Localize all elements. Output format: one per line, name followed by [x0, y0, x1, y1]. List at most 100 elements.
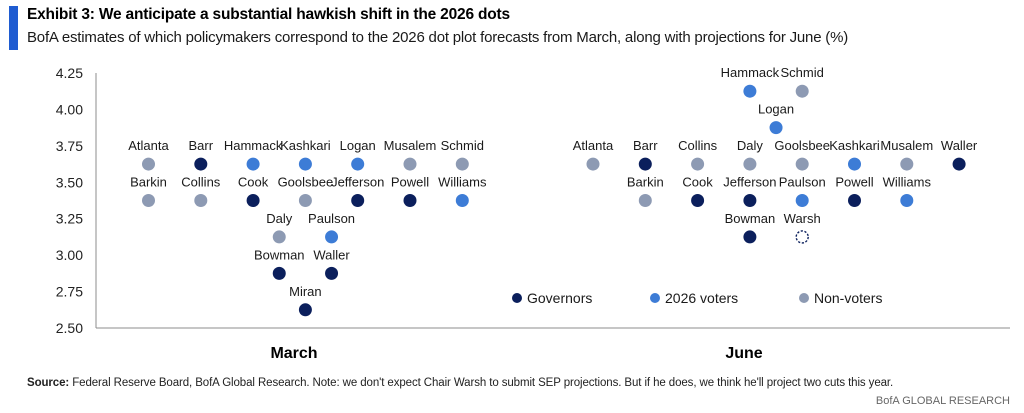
dot-label-march-hammack: Hammack: [224, 138, 283, 153]
y-tick-label: 2.75: [56, 284, 83, 300]
dot-june-atlanta: [586, 157, 600, 171]
dot-label-march-barr: Barr: [189, 138, 214, 153]
legend-marker-voters-2026: [650, 293, 660, 303]
dot-march-logan: [351, 157, 365, 171]
dot-march-daly: [272, 230, 286, 244]
dot-label-march-musalem: Musalem: [384, 138, 437, 153]
dot-march-collins: [194, 194, 208, 207]
dot-march-miran: [298, 303, 312, 317]
dot-label-june-goolsbee: Goolsbee: [774, 138, 830, 153]
legend-marker-non-voters: [799, 293, 809, 303]
dot-june-logan: [769, 121, 783, 135]
dot-june-hammack: [743, 84, 757, 98]
dot-march-hammack: [246, 157, 260, 171]
chart-title: Exhibit 3: We anticipate a substantial h…: [27, 6, 510, 23]
dot-label-march-daly: Daly: [266, 211, 293, 226]
dot-june-waller: [952, 157, 966, 171]
dot-march-paulson: [325, 230, 339, 244]
dot-label-march-collins: Collins: [181, 175, 221, 190]
dot-label-june-barkin: Barkin: [627, 175, 664, 190]
chart-subtitle: BofA estimates of which policymakers cor…: [27, 29, 849, 46]
dot-june-williams: [900, 194, 914, 207]
dot-label-june-collins: Collins: [678, 138, 718, 153]
dot-label-june-powell: Powell: [835, 175, 873, 190]
dot-label-june-musalem: Musalem: [880, 138, 933, 153]
dot-june-schmid: [795, 84, 809, 98]
dot-label-march-logan: Logan: [340, 138, 376, 153]
dot-june-daly: [743, 157, 757, 171]
dot-june-bowman: [743, 230, 757, 244]
dot-label-june-jefferson: Jefferson: [723, 175, 776, 190]
dot-march-bowman: [272, 266, 286, 280]
dot-label-march-cook: Cook: [238, 175, 269, 190]
dot-label-march-powell: Powell: [391, 175, 429, 190]
dot-label-june-kashkari: Kashkari: [829, 138, 880, 153]
dot-june-goolsbee: [795, 157, 809, 171]
dot-label-march-miran: Miran: [289, 284, 322, 299]
dot-label-march-goolsbee: Goolsbee: [278, 175, 334, 190]
footnote: Source: Federal Reserve Board, BofA Glob…: [27, 377, 893, 389]
dot-march-schmid: [455, 157, 469, 171]
dot-june-kashkari: [848, 157, 861, 171]
dot-june-paulson: [795, 194, 809, 207]
dot-march-goolsbee: [298, 194, 312, 207]
dot-march-barr: [194, 157, 208, 171]
y-tick-label: 4.25: [56, 65, 83, 81]
dot-june-cook: [691, 194, 705, 207]
dot-label-march-waller: Waller: [313, 247, 350, 262]
y-tick-label: 2.50: [56, 320, 83, 336]
dot-label-march-schmid: Schmid: [441, 138, 484, 153]
dot-label-june-bowman: Bowman: [725, 211, 776, 226]
dot-label-march-bowman: Bowman: [254, 247, 305, 262]
category-label-march: March: [270, 345, 317, 362]
dot-label-march-kashkari: Kashkari: [280, 138, 331, 153]
dot-june-powell: [848, 194, 861, 207]
dot-label-march-barkin: Barkin: [130, 175, 167, 190]
legend-label-voters-2026: 2026 voters: [665, 290, 738, 306]
dot-june-barkin: [638, 194, 652, 207]
dot-label-march-paulson: Paulson: [308, 211, 355, 226]
y-tick-label: 4.00: [56, 101, 83, 117]
dot-label-june-schmid: Schmid: [781, 65, 824, 80]
dot-june-collins: [691, 157, 705, 171]
legend-label-non-voters: Non-voters: [814, 290, 882, 306]
dot-march-musalem: [403, 157, 417, 171]
dot-march-cook: [246, 194, 260, 207]
legend-label-governors: Governors: [527, 290, 592, 306]
dot-label-march-jefferson: Jefferson: [331, 175, 384, 190]
dot-label-june-hammack: Hammack: [721, 65, 780, 80]
dot-label-june-atlanta: Atlanta: [573, 138, 614, 153]
accent-bar: [9, 6, 18, 50]
dot-june-warsh: [795, 230, 809, 244]
dot-june-barr: [638, 157, 652, 171]
dot-label-june-cook: Cook: [682, 175, 713, 190]
dot-march-williams: [455, 194, 469, 207]
legend-marker-governors: [512, 293, 522, 303]
dot-label-june-daly: Daly: [737, 138, 764, 153]
footnote-text: Federal Reserve Board, BofA Global Resea…: [72, 377, 894, 389]
y-tick-label: 3.75: [56, 138, 83, 154]
dot-label-march-atlanta: Atlanta: [128, 138, 169, 153]
dot-label-june-paulson: Paulson: [779, 175, 826, 190]
dot-march-barkin: [142, 194, 155, 207]
dot-label-june-waller: Waller: [941, 138, 978, 153]
dot-label-june-warsh: Warsh: [784, 211, 821, 226]
category-label-june: June: [725, 345, 762, 362]
y-tick-label: 3.25: [56, 211, 83, 227]
dot-march-powell: [403, 194, 417, 207]
dot-label-june-williams: Williams: [883, 175, 932, 190]
y-tick-label: 3.50: [56, 174, 83, 190]
source-label: Source:: [27, 377, 70, 389]
dot-march-kashkari: [298, 157, 312, 171]
dot-label-june-barr: Barr: [633, 138, 658, 153]
dot-june-jefferson: [743, 194, 757, 207]
dot-march-atlanta: [142, 157, 155, 171]
y-tick-label: 3.00: [56, 247, 83, 263]
brand-logo-text: BofA GLOBAL RESEARCH: [875, 395, 1010, 407]
dot-june-musalem: [900, 157, 914, 171]
dot-march-waller: [325, 266, 339, 280]
dot-march-jefferson: [351, 194, 365, 207]
dot-label-march-williams: Williams: [438, 175, 487, 190]
dot-label-june-logan: Logan: [758, 102, 794, 117]
